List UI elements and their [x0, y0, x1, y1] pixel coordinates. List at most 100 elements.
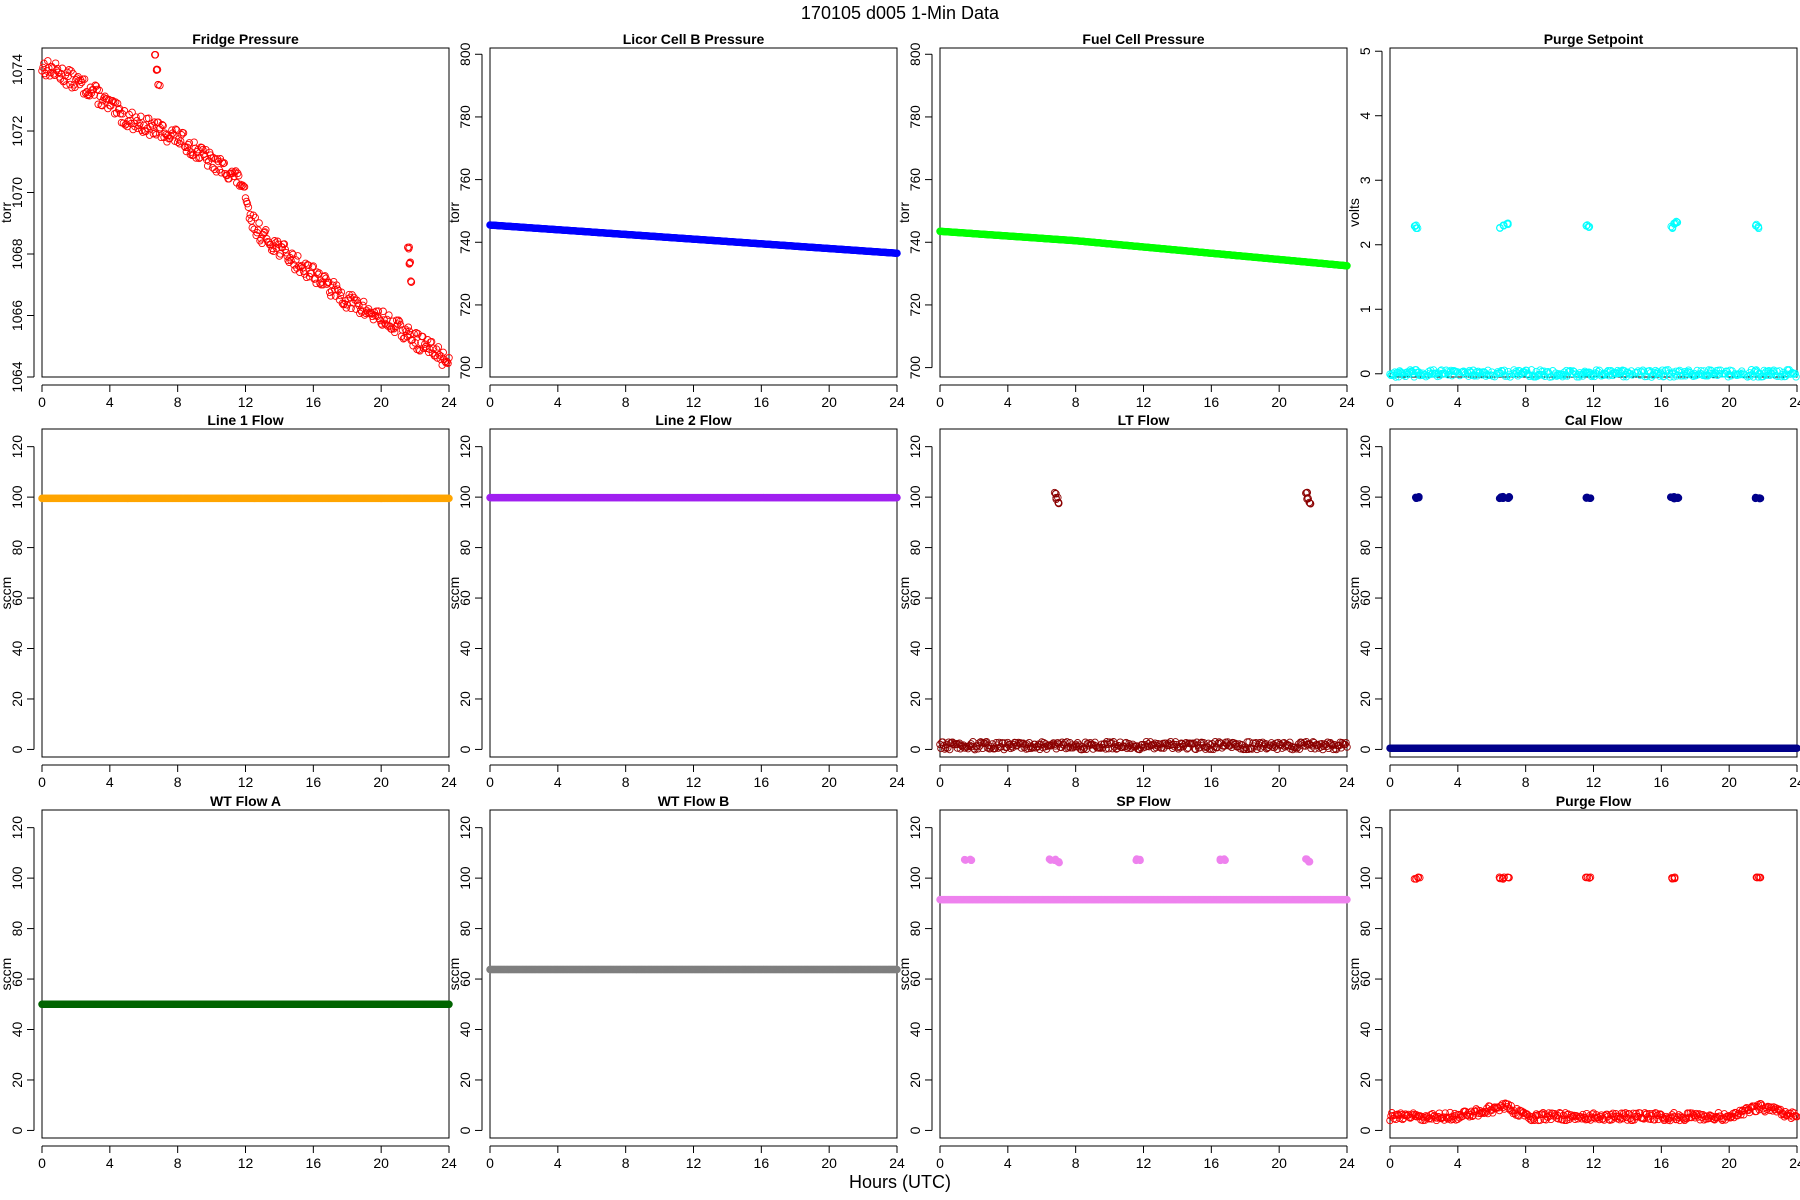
data-point — [198, 143, 206, 152]
y-tick-label: 0 — [457, 1126, 473, 1134]
y-tick-label: 100 — [9, 485, 25, 509]
data-point — [424, 348, 433, 357]
plot-frame — [41, 809, 450, 1139]
data-point — [432, 345, 441, 353]
data-point — [407, 277, 415, 285]
y-tick-label: 2 — [1357, 241, 1373, 249]
x-tick-label: 16 — [306, 394, 322, 410]
data-point — [273, 237, 282, 246]
y-tick-label: 100 — [907, 866, 923, 890]
panel-title: Cal Flow — [1565, 412, 1623, 428]
y-axis-label: torr — [446, 202, 462, 223]
data-point — [128, 108, 136, 117]
data-point — [153, 65, 162, 74]
data-point — [327, 292, 335, 300]
data-point — [150, 118, 159, 126]
panel-title: SP Flow — [1116, 793, 1170, 809]
series-0 — [936, 227, 1351, 270]
data-point — [324, 278, 332, 287]
x-tick-label: 0 — [936, 1155, 944, 1171]
x-tick-label: 4 — [554, 1155, 562, 1171]
y-axis-label: torr — [896, 202, 912, 223]
y-tick-label: 20 — [9, 691, 25, 707]
plot-frame — [939, 47, 1348, 378]
y-tick-label: 40 — [457, 1022, 473, 1038]
data-point — [257, 235, 265, 243]
x-tick-label: 24 — [889, 1155, 905, 1171]
data-point — [1415, 493, 1423, 501]
data-point — [244, 203, 253, 211]
data-point — [435, 351, 444, 359]
y-tick-label: 120 — [9, 435, 25, 459]
panel-title: Fuel Cell Pressure — [1082, 31, 1204, 47]
y-tick-label: 740 — [907, 230, 923, 254]
y-tick-label: 700 — [907, 356, 923, 380]
x-tick-label: 8 — [622, 394, 630, 410]
data-point — [444, 359, 452, 368]
data-point — [294, 252, 302, 260]
data-point — [292, 256, 300, 264]
series-1 — [151, 50, 416, 286]
x-tick-label: 24 — [1789, 774, 1800, 790]
panel-title: LT Flow — [1118, 412, 1170, 428]
y-tick-label: 720 — [457, 293, 473, 317]
data-point — [320, 272, 328, 281]
data-point — [399, 334, 408, 343]
plot-frame — [489, 428, 898, 758]
data-point — [136, 119, 144, 128]
data-point — [308, 263, 317, 271]
data-point — [1756, 494, 1765, 503]
series-0 — [38, 494, 453, 503]
y-tick-label: 1072 — [9, 115, 25, 146]
data-point — [217, 168, 226, 177]
panel-title: Fridge Pressure — [192, 31, 299, 47]
x-tick-label: 4 — [1004, 774, 1012, 790]
data-point — [57, 70, 66, 78]
series-0 — [38, 57, 453, 369]
x-tick-label: 12 — [1136, 394, 1152, 410]
data-point — [203, 162, 212, 170]
series-0 — [1386, 744, 1800, 752]
y-tick-label: 100 — [457, 866, 473, 890]
data-point — [445, 1000, 453, 1009]
y-tick-label: 40 — [907, 641, 923, 657]
y-axis-label: sccm — [0, 958, 14, 991]
x-tick-label: 12 — [1586, 774, 1602, 790]
data-point — [359, 301, 367, 310]
x-tick-label: 24 — [1789, 394, 1800, 410]
figure-title: 170105 d005 1-Min Data — [801, 3, 1000, 23]
data-point — [266, 240, 275, 249]
data-point — [304, 261, 313, 269]
data-point — [405, 260, 414, 268]
data-point — [255, 219, 263, 227]
x-tick-label: 0 — [936, 774, 944, 790]
y-tick-label: 80 — [9, 540, 25, 556]
data-point — [120, 107, 129, 115]
x-tick-label: 4 — [106, 774, 114, 790]
data-point — [355, 301, 363, 310]
series-0 — [936, 895, 1351, 904]
x-tick-label: 4 — [1004, 394, 1012, 410]
x-tick-label: 16 — [1654, 394, 1670, 410]
data-point — [243, 199, 252, 208]
y-axis-label: torr — [0, 202, 14, 223]
plot-frame — [1389, 47, 1798, 378]
plot-frame — [1389, 428, 1798, 758]
y-tick-label: 800 — [457, 42, 473, 66]
x-tick-label: 12 — [686, 774, 702, 790]
data-point — [427, 337, 436, 346]
data-point — [267, 246, 276, 254]
x-tick-label: 0 — [486, 394, 494, 410]
y-tick-label: 100 — [907, 485, 923, 509]
x-tick-label: 0 — [38, 774, 46, 790]
x-tick-label: 20 — [821, 774, 837, 790]
x-tick-label: 4 — [1454, 774, 1462, 790]
data-point — [98, 101, 106, 110]
x-tick-label: 20 — [373, 1155, 389, 1171]
y-tick-label: 120 — [1357, 435, 1373, 459]
x-tick-label: 16 — [306, 774, 322, 790]
data-point — [256, 236, 264, 245]
